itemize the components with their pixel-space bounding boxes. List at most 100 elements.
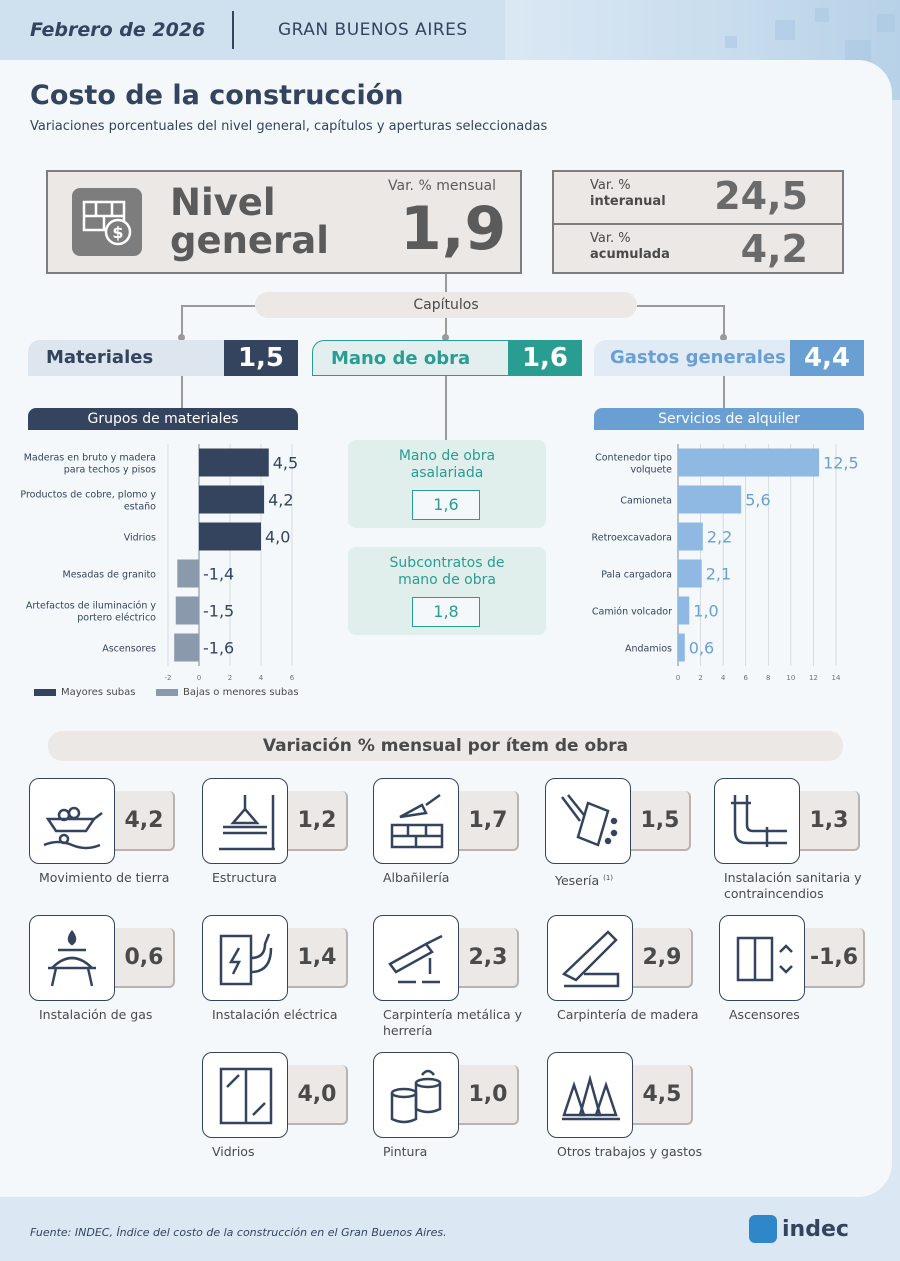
item-estructura: 1,2 Estructura — [202, 778, 362, 918]
mano-obra-item-label: Mano de obra asalariada — [398, 448, 496, 481]
x-tick-label: 0 — [197, 674, 201, 680]
x-tick-label: -2 — [165, 674, 172, 680]
mano-obra-item-label: Subcontratos de mano de obra — [389, 555, 505, 588]
chapter-label: Materiales — [28, 340, 224, 376]
items-title: Variación % mensual por ítem de obra — [48, 731, 843, 761]
item-electrica: 1,4 Instalación eléctrica — [202, 915, 362, 1055]
connector-line — [723, 305, 725, 337]
item-value: 1,4 — [288, 928, 348, 988]
item-label: Vidrios — [212, 1144, 255, 1159]
logo-text: indec — [782, 1216, 849, 1242]
servicios-alquiler-header: Servicios de alquiler — [594, 408, 864, 430]
item-otros: 4,5 Otros trabajos y gastos — [547, 1052, 707, 1192]
x-tick-label: 6 — [290, 674, 295, 680]
item-value: 1,2 — [288, 791, 348, 851]
subcontratos-box: Subcontratos de mano de obra 1,8 — [348, 547, 546, 635]
item-value: 0,6 — [115, 928, 175, 988]
item-value: 4,2 — [115, 791, 175, 851]
mano-obra-item-value: 1,6 — [412, 490, 480, 520]
connector-line — [723, 376, 725, 408]
bar — [678, 522, 703, 551]
window-icon — [202, 1052, 288, 1138]
header-divider — [232, 11, 234, 49]
x-tick-label: 2 — [698, 674, 702, 680]
nivel-general-value: 1,9 — [400, 194, 507, 264]
item-value: 1,0 — [459, 1065, 519, 1125]
item-movimiento-tierra: 4,2 Movimiento de tierra — [29, 778, 189, 918]
connector-line — [445, 376, 447, 440]
nivel-label-line2: general — [170, 219, 329, 262]
legend-label: Bajas o menores subas — [183, 687, 299, 698]
item-label: Albañilería — [383, 870, 450, 885]
x-tick-label: 0 — [676, 674, 680, 680]
svg-text:$: $ — [112, 223, 123, 242]
connector-dot — [720, 334, 727, 341]
acumulada-label-1: Var. % — [590, 231, 631, 246]
bar — [678, 485, 742, 514]
logo-mark — [749, 1215, 777, 1243]
nivel-general-label: Nivel general — [170, 184, 329, 260]
item-label: Ascensores — [729, 1007, 800, 1022]
page-title: Costo de la construcción — [30, 80, 404, 111]
x-tick-label: 12 — [809, 674, 818, 680]
connector-line — [181, 305, 183, 337]
paint-cans-icon — [373, 1052, 459, 1138]
chapter-value: 1,5 — [224, 340, 298, 376]
grupos-materiales-header: Grupos de materiales — [28, 408, 298, 430]
category-label: Maderas en bruto y madera — [24, 453, 156, 464]
category-label: Vidrios — [124, 533, 156, 544]
trowel-bricks-icon — [373, 778, 459, 864]
bricks-money-icon: $ — [72, 188, 142, 256]
item-label: Carpintería de madera — [557, 1007, 699, 1022]
legend-swatch — [34, 689, 56, 696]
item-label-text: Yesería — [555, 873, 600, 889]
chapter-value: 1,6 — [508, 340, 582, 376]
bar — [199, 522, 261, 551]
interanual-acumulada-box: Var. % interanual 24,5 Var. % acumulada … — [552, 170, 844, 274]
nivel-general-box: $ Nivel general Var. % mensual 1,9 — [46, 170, 522, 274]
value-label: -1,5 — [203, 602, 234, 621]
plaster-bag-icon — [545, 778, 631, 864]
value-label: 4,5 — [273, 454, 298, 473]
value-label: 2,2 — [707, 528, 732, 547]
nivel-var-label: Var. % mensual — [388, 178, 496, 194]
acumulada-label-2: acumulada — [590, 247, 670, 262]
item-label: Instalación sanitaria y contraincendios — [724, 870, 862, 901]
value-label: 1,0 — [693, 602, 718, 621]
category-label: volquete — [630, 465, 672, 476]
value-label: -1,6 — [203, 639, 234, 658]
value-label: 0,6 — [689, 639, 714, 658]
item-value: 2,9 — [633, 928, 693, 988]
item-label: Pintura — [383, 1144, 428, 1159]
bar — [175, 596, 199, 625]
bar — [174, 633, 199, 662]
item-yeseria: 1,5 Yesería (1) — [545, 778, 705, 918]
value-label: 4,2 — [268, 491, 293, 510]
chapter-mano-obra: Mano de obra 1,6 — [312, 340, 582, 376]
item-ascensores: -1,6 Ascensores — [719, 915, 879, 1055]
nivel-label-line1: Nivel — [170, 181, 276, 224]
x-tick-label: 10 — [786, 674, 795, 680]
item-label: Movimiento de tierra — [39, 870, 170, 885]
wheelbarrow-icon — [29, 778, 115, 864]
item-label: Instalación eléctrica — [212, 1007, 338, 1022]
item-label: Otros trabajos y gastos — [557, 1144, 703, 1159]
value-label: -1,4 — [203, 565, 234, 584]
category-label: Ascensores — [102, 644, 156, 655]
category-label: portero eléctrico — [77, 613, 156, 624]
gas-burner-icon — [29, 915, 115, 1001]
category-label: Mesadas de granito — [63, 570, 157, 581]
crane-beam-icon — [202, 778, 288, 864]
traffic-cones-icon — [547, 1052, 633, 1138]
bar — [678, 633, 685, 662]
chapter-materiales: Materiales 1,5 — [28, 340, 298, 376]
category-label: Contenedor tipo — [595, 453, 672, 464]
mano-obra-item-value: 1,8 — [412, 597, 480, 627]
value-label: 2,1 — [706, 565, 731, 584]
saw-icon — [547, 915, 633, 1001]
electric-panel-icon — [202, 915, 288, 1001]
legend-label: Mayores subas — [61, 687, 136, 698]
category-label: Camioneta — [620, 496, 672, 507]
chapter-label: Mano de obra — [312, 340, 508, 376]
